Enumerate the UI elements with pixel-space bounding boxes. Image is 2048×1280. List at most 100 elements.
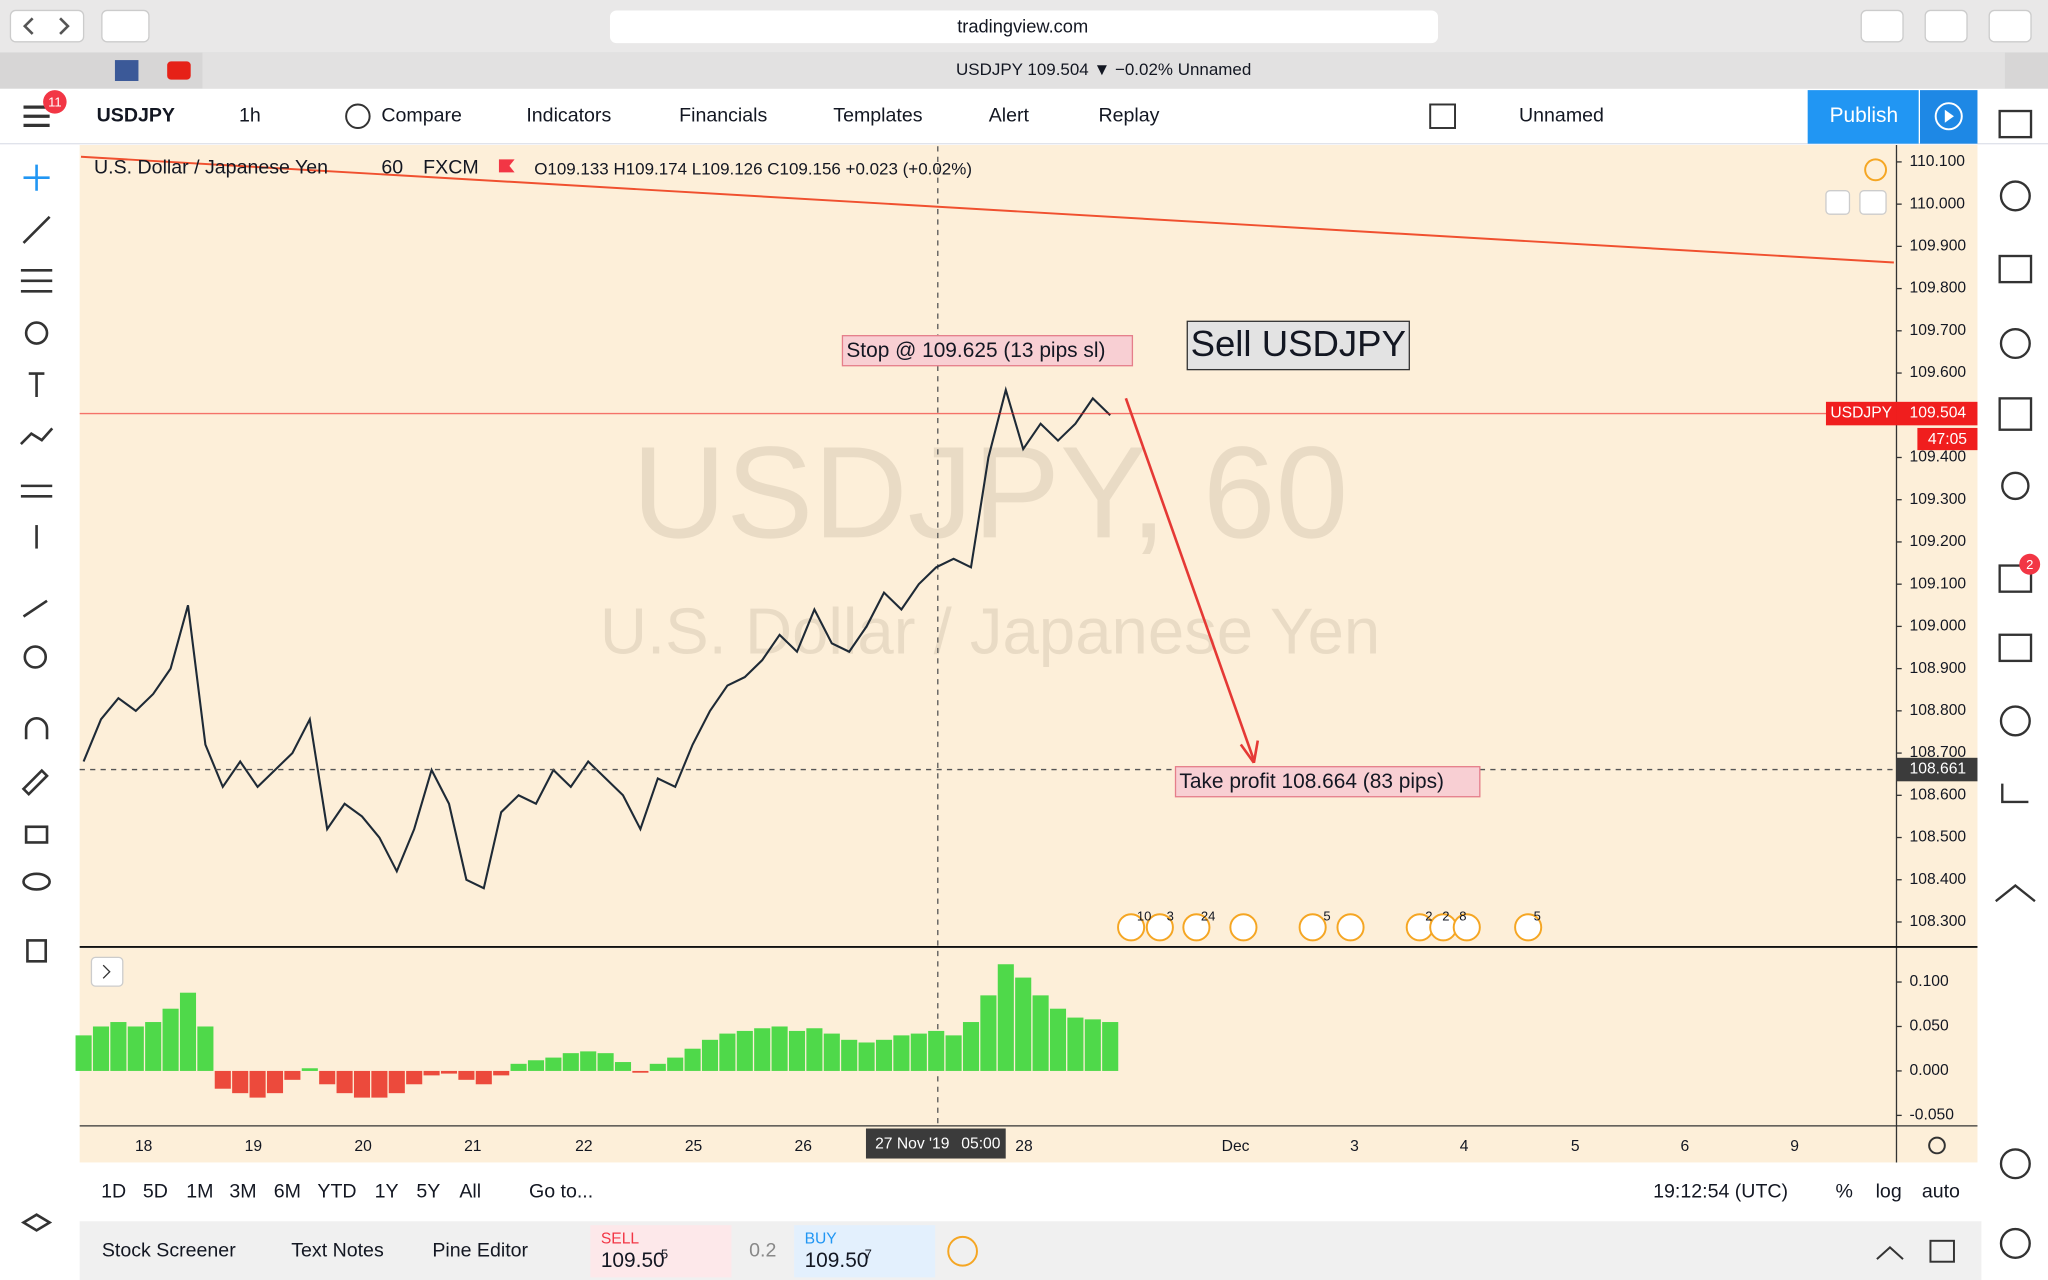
event-count: 24 (1201, 908, 1216, 923)
event-icon[interactable] (1452, 913, 1481, 942)
event-icon[interactable] (1298, 913, 1327, 942)
range-button[interactable]: 1D (101, 1181, 126, 1203)
footer-tab[interactable]: Text Notes (291, 1239, 384, 1261)
event-count: 5 (1323, 908, 1330, 923)
y-tick-label: 109.800 (1910, 280, 1967, 297)
trend-line (80, 155, 1894, 264)
range-button[interactable]: 5D (143, 1181, 168, 1203)
event-icon[interactable] (1336, 913, 1365, 942)
footer-tab[interactable]: Stock Screener (102, 1239, 236, 1261)
buy-text: BUY (805, 1231, 838, 1248)
event-icon[interactable] (1514, 913, 1543, 942)
percent-toggle[interactable]: % (1836, 1181, 1853, 1203)
download-button[interactable] (1860, 9, 1904, 43)
histogram-bar (841, 1039, 858, 1071)
sidebar-button[interactable] (101, 9, 150, 43)
legend-ohlc: O109.133 H109.174 L109.126 C109.156 +0.0… (534, 159, 972, 178)
y-tick-label: 108.500 (1910, 829, 1967, 846)
histogram-bar (423, 1070, 440, 1076)
y-tick-label: 110.000 (1910, 195, 1966, 212)
log-toggle[interactable]: log (1876, 1181, 1902, 1203)
symbol[interactable]: USDJPY (97, 104, 175, 126)
share-button[interactable] (1924, 9, 1968, 43)
range-button[interactable]: YTD (317, 1181, 356, 1203)
compare[interactable]: Compare (381, 104, 462, 126)
histogram-bar (910, 1033, 927, 1071)
replay[interactable]: Replay (1098, 104, 1159, 126)
url: tradingview.com (957, 15, 1088, 36)
range-button[interactable]: 6M (274, 1181, 301, 1203)
layout-name[interactable]: Unnamed (1519, 104, 1604, 126)
y-tick-label: 0.000 (1910, 1062, 1949, 1079)
buy-button[interactable] (794, 1225, 936, 1278)
histogram-bar (527, 1060, 545, 1071)
alert[interactable]: Alert (989, 104, 1030, 126)
event-icon[interactable] (1182, 913, 1211, 942)
legend-exchange: FXCM (423, 157, 478, 179)
event-icon[interactable] (1229, 913, 1258, 942)
histogram-bar (197, 1026, 214, 1071)
range-button[interactable]: 3M (229, 1181, 256, 1203)
notif-count: 11 (48, 95, 62, 110)
histogram-bar (249, 1070, 266, 1098)
histogram-bar (301, 1068, 318, 1071)
histogram-bar (162, 1008, 179, 1071)
sell-box[interactable] (1186, 320, 1410, 371)
footer-tab[interactable]: Pine Editor (432, 1239, 528, 1261)
range-button[interactable]: 1M (186, 1181, 213, 1203)
x-tick-label: 18 (135, 1138, 153, 1155)
y-tick-label: 109.100 (1910, 575, 1967, 592)
clock: 19:12:54 (UTC) (1653, 1181, 1788, 1203)
legend-interval: 60 (381, 157, 403, 179)
range-button[interactable]: All (459, 1181, 481, 1203)
histogram-bar (788, 1030, 806, 1071)
templates[interactable]: Templates (833, 104, 922, 126)
collapse-button[interactable] (90, 956, 124, 987)
financials[interactable]: Financials (679, 104, 767, 126)
histogram-bar (353, 1070, 371, 1098)
tabs-button[interactable] (1988, 9, 2032, 43)
histogram-bar (145, 1022, 162, 1071)
y-tick-label: 108.700 (1910, 744, 1967, 761)
interval[interactable]: 1h (239, 104, 261, 126)
last-price-box (1896, 401, 1978, 426)
watermark-name: U.S. Dollar / Japanese Yen (600, 594, 1380, 667)
indicators[interactable]: Indicators (526, 104, 611, 126)
histogram-bar (597, 1053, 614, 1071)
histogram-bar (458, 1070, 475, 1080)
range-button[interactable]: 5Y (416, 1181, 440, 1203)
histogram-bar (266, 1070, 284, 1094)
y-tick-label: 0.100 (1910, 973, 1949, 990)
event-count: 10 (1137, 908, 1152, 923)
left-toolbar (0, 144, 76, 1280)
histogram-bar (1067, 1017, 1084, 1071)
url-box[interactable] (609, 10, 1439, 44)
histogram-bar (562, 1053, 579, 1071)
event-icon[interactable] (1117, 913, 1146, 942)
histogram-bar (1084, 1019, 1101, 1071)
y-tick-label: 110.100 (1910, 153, 1966, 170)
histogram-bar (945, 1035, 962, 1071)
x-tick-label: 26 (795, 1138, 813, 1155)
histogram-bar (214, 1070, 231, 1089)
publish-button[interactable] (1807, 90, 1919, 144)
histogram-bar (893, 1035, 910, 1071)
active-tab[interactable] (202, 52, 2005, 89)
goto[interactable]: Go to... (529, 1181, 593, 1203)
tp-box[interactable] (1174, 766, 1481, 798)
stop-box[interactable] (841, 335, 1134, 367)
histogram-bar (232, 1070, 249, 1094)
histogram-bar (475, 1070, 492, 1085)
nav-buttons[interactable] (9, 9, 85, 43)
auto-toggle[interactable]: auto (1922, 1181, 1960, 1203)
range-button[interactable]: 1Y (375, 1181, 399, 1203)
crosshair-price-box (1896, 757, 1978, 782)
event-count: 2 (1442, 908, 1449, 923)
histogram-bar (110, 1022, 127, 1071)
event-icon[interactable] (1145, 913, 1174, 942)
publish: Publish (1830, 104, 1898, 127)
sell-arrow (1124, 397, 1256, 761)
sell-button[interactable] (590, 1225, 732, 1278)
histogram-bar (545, 1057, 562, 1071)
